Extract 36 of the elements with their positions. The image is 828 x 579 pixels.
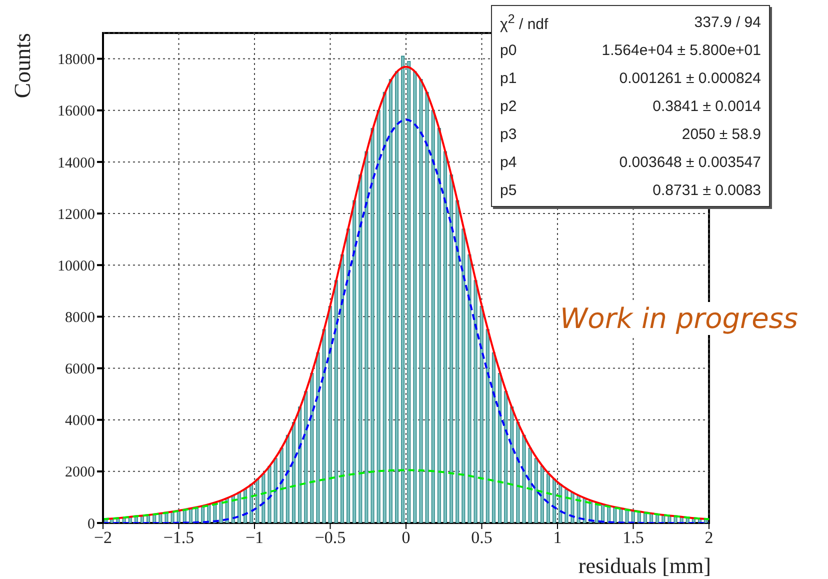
x-tick-label: −0.5: [314, 528, 346, 548]
annotation: 1.564e+04 ± 5.800e+01: [602, 42, 761, 58]
y-tick-label: 10000: [58, 258, 95, 274]
x-tick-label: −2: [94, 528, 112, 548]
y-tick-label: 6000: [65, 362, 95, 378]
x-tick-label: 1: [553, 528, 562, 548]
y-axis-title: Counts: [10, 32, 35, 98]
x-tick-label: −1: [245, 528, 264, 548]
y-tick-label: 14000: [58, 155, 95, 172]
text: χ$^{2}$ / ndf: [500, 12, 548, 32]
annotation: p2: [500, 98, 517, 114]
x-tick-label: −1.5: [163, 528, 194, 548]
text: 337.9 / 94: [694, 14, 761, 30]
y-tick-label: 0: [88, 516, 95, 532]
x-axis-title: residuals [mm]: [578, 553, 711, 578]
x-tick-label: 0.5: [471, 528, 492, 548]
annotation: p3: [500, 126, 517, 142]
y-tick-label: 18000: [58, 52, 95, 68]
annotation: p4: [500, 154, 517, 170]
annotation: 0.001261 ± 0.000824: [619, 70, 761, 86]
annotation: p0: [500, 42, 517, 58]
annotation: 0.3841 ± 0.0014: [652, 98, 761, 114]
y-tick-label: 2000: [65, 464, 95, 481]
y-tick-label: 4000: [65, 413, 95, 430]
annotation: 0.003648 ± 0.003547: [619, 154, 761, 170]
annotation: 2050 ± 58.9: [682, 126, 761, 142]
annotation: p1: [500, 70, 517, 86]
annotation: p5: [500, 182, 517, 198]
y-tick-label: 12000: [58, 206, 95, 223]
annotation: 0.8731 ± 0.0083: [652, 182, 761, 198]
x-tick-label: 1.5: [622, 528, 644, 548]
y-tick-label: 16000: [58, 104, 95, 120]
x-tick-label: 0: [402, 528, 410, 548]
y-tick-label: 8000: [65, 310, 95, 326]
annotation: Work in progress: [560, 302, 798, 335]
x-tick-label: 2: [704, 528, 714, 548]
